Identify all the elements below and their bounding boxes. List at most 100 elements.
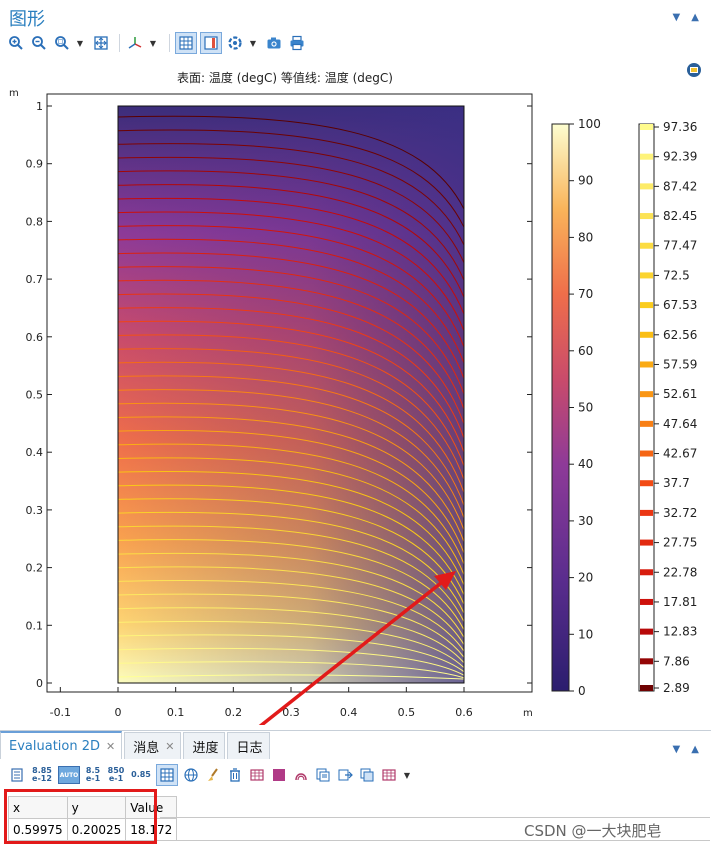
panel-window-controls[interactable]: ▼ ▲ xyxy=(672,744,703,755)
column-header-y[interactable]: y xyxy=(66,796,127,819)
decimal-notation-button[interactable]: 0.85 xyxy=(130,765,152,785)
isotherm-contour-line xyxy=(118,552,464,638)
x-tick-label: 0.2 xyxy=(225,706,243,719)
delete-icon[interactable] xyxy=(226,765,244,785)
legend-toggle-icon[interactable] xyxy=(685,62,703,78)
print-icon[interactable] xyxy=(287,33,307,53)
x-tick-label: 0.6 xyxy=(455,706,473,719)
colorbar-tick-label: 90 xyxy=(578,174,593,188)
evaluation-table[interactable]: x y Value 0.59975 0.20025 18.172 xyxy=(8,796,178,841)
contour-legend-swatch xyxy=(640,450,653,457)
isotherm-contour-line xyxy=(118,580,464,652)
table-cell-value[interactable]: 18.172 xyxy=(125,818,178,841)
precision-button[interactable]: 8.85 e-12 xyxy=(30,765,54,785)
zoom-box-icon[interactable] xyxy=(52,33,72,53)
grid-icon[interactable] xyxy=(175,32,197,54)
sci-top: 8.5 xyxy=(85,766,101,775)
export-table-icon[interactable] xyxy=(336,765,354,785)
x-axis-unit-label: m xyxy=(523,708,533,719)
x-tick-label: 0 xyxy=(115,706,122,719)
zoom-dropdown-chevron-icon[interactable]: ▼ xyxy=(76,38,84,48)
scene-light-icon[interactable] xyxy=(225,33,245,53)
export-plot-icon[interactable] xyxy=(292,765,310,785)
axis-dropdown-chevron-icon[interactable]: ▼ xyxy=(149,38,157,48)
colorbar-tick-label: 70 xyxy=(578,287,593,301)
globe-icon[interactable] xyxy=(182,765,200,785)
isotherm-contour-line xyxy=(118,238,464,364)
window-controls[interactable]: ▼ ▲ xyxy=(672,12,703,23)
precision-top: 8.85 xyxy=(32,766,52,775)
scene-dropdown-chevron-icon[interactable]: ▼ xyxy=(249,38,257,48)
colorbar-tick-label: 60 xyxy=(578,344,593,358)
contour-legend-swatch xyxy=(640,124,653,130)
table-columns-icon[interactable] xyxy=(248,765,266,785)
temperature-surface xyxy=(118,106,464,683)
contour-legend-label: 2.89 xyxy=(663,681,690,695)
close-icon[interactable]: ✕ xyxy=(165,739,175,753)
isotherm-contour-line xyxy=(118,539,464,631)
toolbar-separator xyxy=(169,34,170,52)
isotherm-contour-line xyxy=(118,525,464,622)
contour-legend-swatch xyxy=(640,539,653,546)
table-cell-x[interactable]: 0.59975 xyxy=(8,818,68,841)
table-format-icon[interactable] xyxy=(380,765,398,785)
isotherm-contour-line xyxy=(118,184,464,298)
contour-legend-label: 87.42 xyxy=(663,179,697,193)
contour-legend-label: 97.36 xyxy=(663,120,697,134)
y-tick-label: 0.6 xyxy=(26,331,44,344)
zoom-out-icon[interactable] xyxy=(29,33,49,53)
table-view-icon[interactable] xyxy=(156,764,178,786)
contour-legend-swatch xyxy=(640,509,653,516)
format-dropdown-chevron-icon[interactable]: ▼ xyxy=(403,770,411,780)
engineering-notation-button[interactable]: 850 e-1 xyxy=(106,765,126,785)
contour-legend-label: 27.75 xyxy=(663,536,697,550)
zoom-extents-icon[interactable] xyxy=(91,33,111,53)
annotation-highlight-box xyxy=(4,789,157,844)
contour-legend-swatch xyxy=(640,361,653,368)
tab-evaluation-2d[interactable]: Evaluation 2D ✕ xyxy=(0,731,123,759)
isotherm-contour-line xyxy=(118,470,464,586)
evaluation-toolbar: 8.85 e-12 AUTO 8.5 e-1 850 e-1 0.85 xyxy=(8,764,416,786)
tab-label: 日志 xyxy=(236,740,263,756)
tab-log[interactable]: 日志 xyxy=(227,732,270,759)
contour-legend-swatch xyxy=(640,302,653,309)
table-settings-icon[interactable] xyxy=(8,765,26,785)
scientific-notation-button[interactable]: 8.5 e-1 xyxy=(84,765,102,785)
table-cell-y[interactable]: 0.20025 xyxy=(66,818,127,841)
auto-notation-button[interactable]: AUTO xyxy=(58,766,80,784)
isotherm-contour-line xyxy=(118,620,464,669)
contour-legend-label: 37.7 xyxy=(663,476,690,490)
colorbar-tick-label: 80 xyxy=(578,230,593,244)
contour-legend-label: 12.83 xyxy=(663,625,697,639)
window-titlebar: 图形 ▼ ▲ xyxy=(0,0,711,30)
zoom-in-icon[interactable] xyxy=(6,33,26,53)
isotherm-contour-line xyxy=(118,661,464,679)
color-table-icon[interactable] xyxy=(200,32,222,54)
plot-title: 表面: 温度 (degC) 等值线: 温度 (degC) xyxy=(177,71,393,85)
snapshot-icon[interactable] xyxy=(264,33,284,53)
tab-messages[interactable]: 消息 ✕ xyxy=(124,732,182,759)
contour-legend-swatch xyxy=(640,658,653,665)
isotherm-contour-line xyxy=(118,593,464,658)
x-tick-label: 0.1 xyxy=(167,706,185,719)
copy-table-icon[interactable] xyxy=(314,765,332,785)
y-tick-label: 0.5 xyxy=(26,389,44,402)
column-header-x[interactable]: x xyxy=(8,796,68,819)
x-tick-label: -0.1 xyxy=(50,706,71,719)
isotherm-contour-line xyxy=(118,252,464,379)
full-precision-icon[interactable] xyxy=(358,765,376,785)
isotherm-contour-line xyxy=(118,375,464,506)
clear-brush-icon[interactable] xyxy=(204,765,222,785)
graphics-plot[interactable]: -0.1 0 0.1 0.2 0.3 0.4 0.5 0.6 1 0.9 0.8 0.7 0.6 0.5… xyxy=(0,60,711,725)
contour-legend-swatch xyxy=(640,331,653,338)
contour-legend-swatch xyxy=(640,183,653,190)
table-rule xyxy=(160,840,710,841)
contour-legend-swatch xyxy=(640,685,653,691)
table-row[interactable]: 0.59975 0.20025 18.172 xyxy=(8,818,178,841)
close-icon[interactable]: ✕ xyxy=(106,739,116,753)
contour-legend-label: 67.53 xyxy=(663,298,697,312)
color-swatch-icon[interactable] xyxy=(270,765,288,785)
axis-orientation-icon[interactable] xyxy=(125,33,145,53)
isotherm-contour-line xyxy=(118,211,464,331)
tab-progress[interactable]: 进度 xyxy=(183,732,226,759)
